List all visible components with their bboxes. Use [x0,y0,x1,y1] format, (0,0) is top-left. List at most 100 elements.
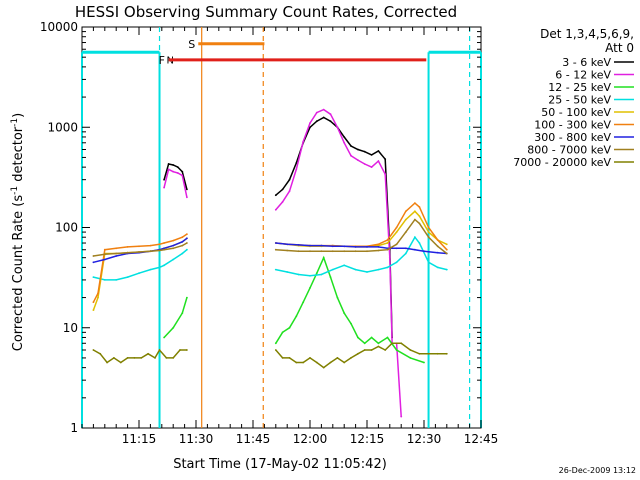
data-point [149,244,152,247]
data-point [445,268,448,271]
data-point [377,160,380,163]
legend-label: 50 - 100 keV [541,106,611,119]
data-point [343,250,346,253]
data-point [395,349,398,351]
data-point [103,248,106,251]
data-point [297,250,300,253]
data-point [386,239,389,241]
data-point [163,336,166,339]
data-point [186,237,188,240]
data-point [295,361,298,364]
data-point [181,240,184,243]
data-point [370,349,373,351]
data-point [400,342,403,345]
data-point [281,331,284,334]
data-point [115,247,118,250]
data-point [414,248,416,251]
data-point [418,215,421,218]
data-point [176,166,179,169]
data-point [336,296,339,299]
data-point [181,174,184,177]
data-point [115,252,118,255]
y-tick-label: 100 [55,221,78,235]
data-point [350,145,352,147]
x-axis: 11:15 11:30 11:45 12:00 12:15 12:30 12:45 [81,27,498,446]
data-point [418,242,421,244]
x-axis-label: Start Time (17-May-02 11:05:42) [173,457,387,472]
data-point [92,349,95,351]
data-point [274,208,277,211]
data-point [320,250,323,253]
data-point [126,251,129,254]
data-point [92,276,95,278]
flag-label: F [159,54,165,67]
data-point [427,226,430,229]
series-8 [92,342,448,369]
data-point [354,246,357,248]
plot-frame [81,26,482,429]
series-6 [92,237,448,264]
data-point [343,264,346,267]
series-0 [163,116,393,339]
data-point [181,170,184,173]
data-point [322,256,325,259]
data-point [391,342,393,345]
data-point [172,357,175,359]
data-point [427,236,430,239]
x-tick-label: 11:15 [122,432,157,446]
data-point [322,116,325,119]
series-3 [92,235,448,281]
data-point [297,244,300,246]
data-point [172,258,175,261]
data-point [186,196,188,199]
data-point [395,226,398,229]
data-point [366,246,368,248]
data-point [386,242,389,244]
data-point [103,279,106,281]
data-point [350,154,352,157]
data-point [99,352,102,355]
data-point [377,268,380,271]
data-point [163,248,166,251]
data-point [445,248,448,251]
data-point [357,352,359,355]
data-point [126,357,129,359]
flag-label: S [188,38,195,51]
data-point [163,264,166,267]
data-point [315,111,318,114]
data-point [281,188,284,191]
data-point [165,357,168,359]
data-point [350,357,352,359]
data-point [309,250,311,253]
data-point [158,349,161,351]
data-point [113,357,115,359]
data-point [172,170,175,173]
data-point [92,309,95,311]
data-point [377,150,380,152]
y-tick-label: 1 [70,421,78,435]
data-point [384,158,387,161]
data-point [423,250,425,253]
data-point [414,202,416,205]
data-point [286,271,289,273]
x-tick-label: 11:30 [179,432,214,446]
data-point [181,312,184,314]
data-point [320,244,323,247]
series-5 [92,202,448,304]
data-point [445,352,448,355]
data-point [343,312,346,314]
data-point [172,239,175,242]
data-point [167,163,170,165]
data-point [386,336,389,339]
data-point [395,247,398,250]
data-point [126,276,129,278]
data-point [357,336,359,339]
data-point [427,231,430,234]
data-point [138,251,140,253]
data-point [92,261,95,264]
data-point [302,301,305,304]
data-point [149,268,152,271]
data-point [423,361,425,364]
data-point [331,250,334,253]
